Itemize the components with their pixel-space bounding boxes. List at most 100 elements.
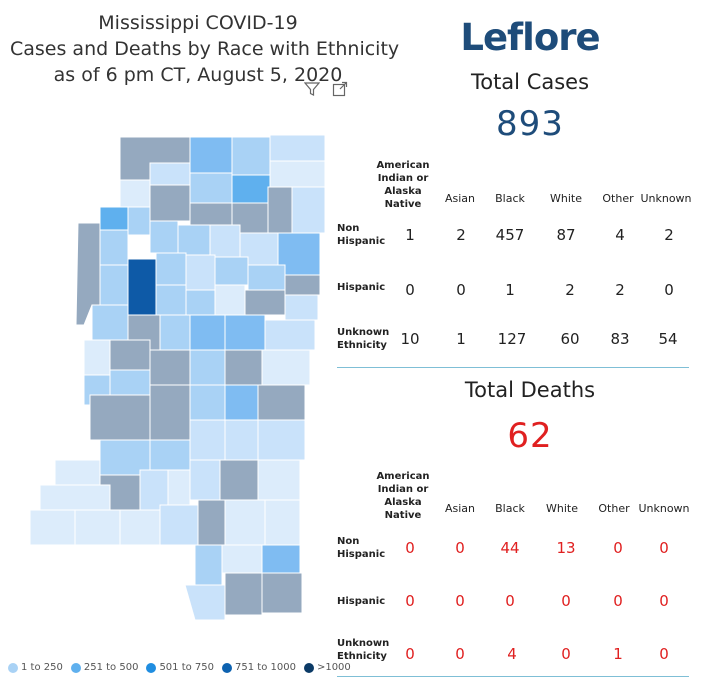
county-region[interactable] [89, 394, 151, 441]
county-region[interactable] [149, 162, 191, 186]
county-region[interactable] [224, 349, 263, 386]
cell-value: 4 [507, 645, 517, 663]
county-region[interactable] [189, 136, 233, 174]
map-legend: 1 to 250 251 to 500 501 to 750 751 to 10… [8, 662, 351, 673]
county-region[interactable] [99, 229, 129, 266]
county-region[interactable] [99, 264, 129, 306]
cell-value: 127 [497, 330, 527, 348]
county-region[interactable] [29, 509, 76, 546]
legend-label: >1000 [316, 662, 351, 673]
county-region[interactable] [214, 284, 246, 316]
legend-item[interactable]: 251 to 500 [70, 662, 138, 673]
county-region[interactable] [244, 289, 286, 316]
county-region[interactable] [284, 294, 319, 321]
cell-value: 83 [610, 330, 630, 348]
county-region[interactable] [224, 499, 266, 546]
county-region[interactable] [261, 572, 303, 614]
county-region[interactable] [54, 459, 101, 486]
county-region[interactable] [74, 509, 121, 546]
county-region[interactable] [257, 419, 306, 461]
cell-value: 0 [456, 281, 466, 299]
county-region[interactable] [155, 252, 187, 286]
county-region[interactable] [189, 314, 226, 351]
county-region[interactable] [189, 172, 233, 204]
county-region[interactable] [261, 349, 311, 386]
county-region[interactable] [149, 220, 179, 254]
county-region[interactable] [189, 349, 226, 386]
row-label: Non Hispanic [337, 223, 386, 247]
legend-item[interactable]: 501 to 750 [146, 662, 214, 673]
county-region[interactable] [139, 469, 169, 511]
county-region[interactable] [127, 206, 151, 236]
county-region[interactable] [209, 224, 241, 258]
county-region[interactable] [155, 284, 187, 316]
county-region[interactable] [214, 256, 249, 286]
county-region[interactable] [269, 134, 326, 162]
county-region[interactable] [291, 186, 326, 234]
row-label: Unknown Ethnicity [337, 638, 390, 662]
county-region[interactable] [224, 419, 259, 461]
county-region[interactable] [119, 509, 161, 546]
county-region[interactable] [231, 174, 271, 204]
legend-item[interactable]: 1 to 250 [8, 662, 63, 673]
county-region[interactable] [149, 384, 191, 441]
county-region[interactable] [109, 339, 151, 371]
county-region[interactable] [149, 184, 191, 222]
county-region[interactable] [264, 499, 301, 546]
section-divider [337, 367, 689, 368]
county-region[interactable] [109, 369, 151, 396]
county-region[interactable] [219, 459, 259, 501]
county-region[interactable] [224, 314, 266, 351]
mississippi-county-map[interactable] [0, 125, 340, 635]
county-region[interactable] [257, 384, 306, 421]
county-region[interactable] [167, 469, 191, 506]
county-region[interactable] [189, 384, 226, 421]
county-region[interactable] [231, 136, 271, 176]
county-region[interactable] [99, 206, 129, 231]
county-region[interactable] [159, 314, 191, 351]
column-header: Asian [444, 502, 476, 515]
filter-icon[interactable] [304, 81, 320, 97]
county-region[interactable] [257, 459, 301, 501]
county-region[interactable] [119, 179, 151, 208]
chart-title: Mississippi COVID-19 Cases and Deaths by… [10, 10, 399, 88]
county-region[interactable] [177, 224, 211, 256]
row-label: Hispanic [337, 596, 386, 607]
county-region[interactable] [149, 439, 191, 471]
cell-value: 0 [659, 539, 669, 557]
cell-value: 13 [556, 539, 576, 557]
county-region[interactable] [261, 544, 301, 574]
cell-value: 60 [560, 330, 580, 348]
county-region[interactable] [91, 304, 129, 341]
cell-value: 2 [456, 226, 466, 244]
county-region[interactable] [267, 186, 293, 234]
county-region[interactable] [185, 289, 216, 316]
legend-item[interactable]: >1000 [303, 662, 351, 673]
county-region[interactable] [269, 160, 326, 188]
county-region[interactable] [184, 584, 226, 621]
cell-value: 0 [659, 645, 669, 663]
row-label: Hispanic [337, 282, 386, 293]
column-header: Unknown [640, 192, 692, 205]
county-region[interactable] [264, 319, 316, 351]
county-region[interactable] [159, 504, 199, 546]
county-region[interactable] [247, 264, 286, 291]
selected-county-leflore[interactable] [127, 258, 157, 316]
county-region[interactable] [185, 254, 216, 291]
cell-value: 2 [664, 226, 674, 244]
county-region[interactable] [189, 419, 226, 461]
cell-value: 0 [561, 645, 571, 663]
county-region[interactable] [224, 384, 259, 421]
county-region[interactable] [83, 339, 111, 376]
column-header: Asian [444, 192, 476, 205]
county-region[interactable] [189, 459, 221, 501]
legend-item[interactable]: 751 to 1000 [222, 662, 296, 673]
expand-icon[interactable] [332, 81, 348, 97]
county-region[interactable] [221, 544, 263, 574]
county-region[interactable] [284, 274, 321, 296]
county-region[interactable] [39, 484, 111, 511]
county-region[interactable] [197, 499, 226, 546]
county-region[interactable] [149, 349, 191, 386]
county-region[interactable] [189, 202, 233, 226]
county-region[interactable] [224, 572, 263, 616]
